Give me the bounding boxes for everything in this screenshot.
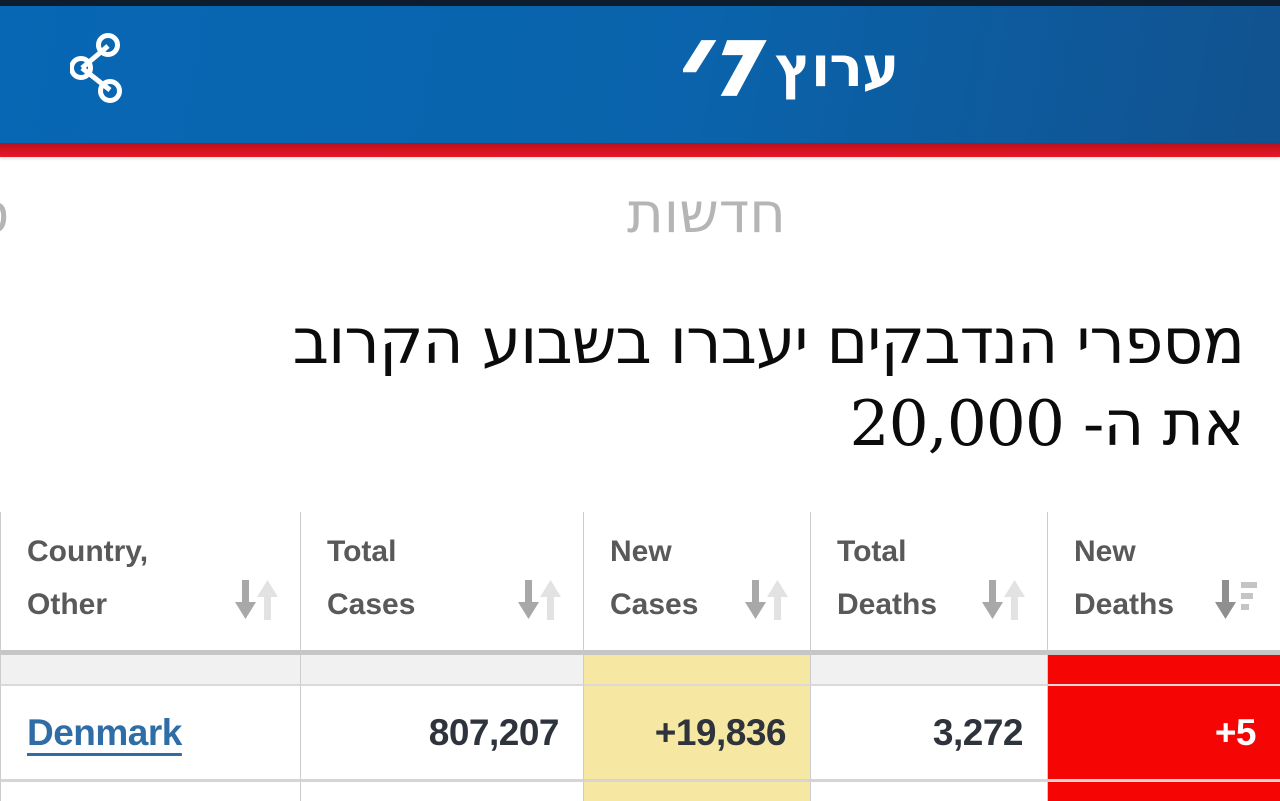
sort-arrows-icon[interactable] (234, 580, 278, 620)
header-label: Total (327, 535, 397, 568)
partial-cell (810, 782, 1047, 801)
partial-cell (300, 655, 583, 686)
partial-cell (0, 782, 300, 801)
partial-cell-new-deaths (1047, 782, 1280, 801)
header-label: Deaths (837, 588, 938, 621)
share-icon (69, 33, 122, 103)
total-cases-cell: 807,207 (300, 686, 583, 782)
logo-seven-icon (683, 40, 767, 96)
arutz-sheva-logo[interactable]: ערוץ (683, 35, 899, 100)
nav-item-news[interactable]: חדשות (627, 181, 786, 246)
header-label: Cases (610, 588, 699, 621)
logo-wordmark: ערוץ (775, 35, 899, 100)
new-deaths-cell: +5 (1047, 686, 1280, 782)
red-divider (0, 143, 1280, 157)
sort-arrows-icon[interactable] (517, 580, 561, 620)
header-label: New (1074, 535, 1136, 568)
table-row-denmark: Denmark 807,207 +19,836 3,272 +5 (0, 686, 1280, 782)
new-cases-cell: +19,836 (583, 686, 810, 782)
partial-cell-new-deaths (1047, 655, 1280, 686)
header-label: Cases (327, 588, 416, 621)
country-cell: Denmark (0, 686, 300, 782)
partial-cell-new-cases (583, 655, 810, 686)
sort-arrows-icon[interactable] (744, 580, 788, 620)
partial-cell-new-cases (583, 782, 810, 801)
headline-line-2: את ה- 20,000 (849, 387, 1245, 460)
sort-desc-active-icon[interactable] (1214, 580, 1258, 620)
header-label: Country, (27, 535, 149, 568)
column-header-country[interactable]: Country, Other (0, 512, 300, 655)
country-link-denmark[interactable]: Denmark (27, 711, 182, 753)
covid-stats-table: Country, Other Total Cases (0, 512, 1280, 801)
column-header-total-deaths[interactable]: Total Deaths (810, 512, 1047, 655)
partial-cell (0, 655, 300, 686)
column-header-new-deaths[interactable]: New Deaths (1047, 512, 1280, 655)
share-button[interactable] (69, 33, 122, 103)
partial-cell (810, 655, 1047, 686)
partial-cell (300, 782, 583, 801)
sort-arrows-icon[interactable] (981, 580, 1025, 620)
header-label: Other (27, 588, 108, 621)
app-header: ערוץ (0, 0, 1280, 143)
header-label: New (610, 535, 672, 568)
headline-line-1: מספרי הנדבקים יעברו בשבוע הקרוב (292, 305, 1245, 378)
column-header-new-cases[interactable]: New Cases (583, 512, 810, 655)
header-label: Total (837, 535, 907, 568)
header-label: Deaths (1074, 588, 1175, 621)
article-headline: מספרי הנדבקים יעברו בשבוע הקרוב את ה- 20… (0, 301, 1280, 465)
table-row-partial-top (0, 655, 1280, 686)
category-nav[interactable]: ס חדשות (0, 182, 1280, 254)
total-deaths-cell: 3,272 (810, 686, 1047, 782)
nav-item-partial[interactable]: ס (0, 182, 9, 246)
table-header-row: Country, Other Total Cases (0, 512, 1280, 655)
column-header-total-cases[interactable]: Total Cases (300, 512, 583, 655)
table-row-partial-bottom (0, 782, 1280, 801)
